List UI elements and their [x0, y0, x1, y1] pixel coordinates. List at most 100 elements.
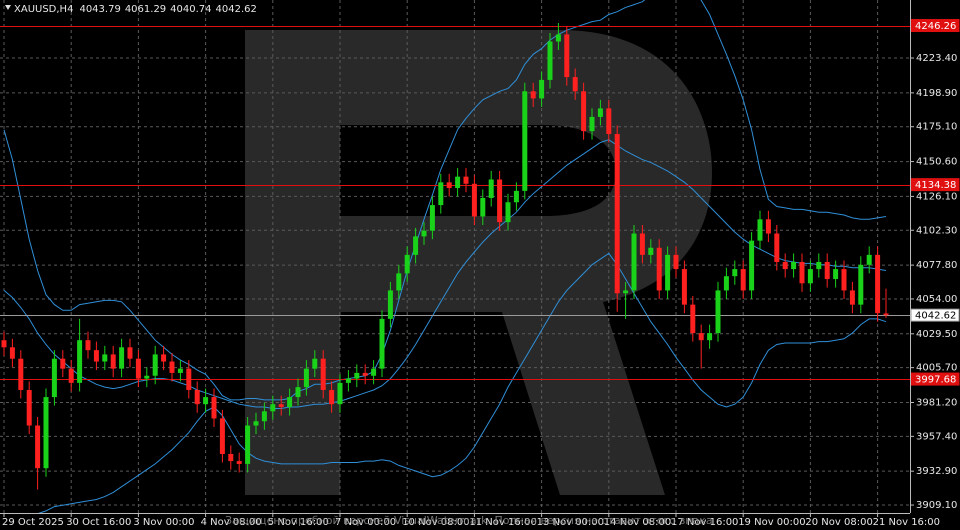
candle-body — [219, 418, 225, 454]
y-tick-label: 3981.20 — [916, 397, 957, 408]
candle-body — [236, 461, 242, 464]
indicator-line — [38, 252, 887, 513]
candle-body — [110, 354, 116, 369]
candle-body — [833, 269, 839, 280]
x-tick-label: 14 Nov 08:00 — [604, 517, 671, 528]
candle-body — [673, 254, 679, 270]
candle-body — [119, 347, 125, 369]
candle-body — [1, 340, 7, 348]
level-label: 4042.62 — [915, 311, 956, 322]
candle-body — [135, 358, 141, 379]
candle-body — [186, 368, 192, 390]
watermark-logo — [245, 30, 712, 495]
candle-body — [152, 354, 158, 376]
symbol-title: XAUUSD,H4 — [14, 4, 73, 15]
candle-body — [429, 205, 435, 231]
candle-body — [102, 354, 108, 362]
candle-body — [656, 247, 662, 291]
candle-body — [211, 397, 217, 419]
level-label: 3997.68 — [915, 375, 956, 386]
candle-body — [866, 254, 872, 265]
y-tick-label: 4126.10 — [916, 191, 957, 202]
y-tick-label: 4175.10 — [916, 122, 957, 133]
x-tick-label: 21 Nov 16:00 — [873, 517, 940, 528]
header-high: 4061.29 — [125, 4, 166, 15]
y-tick-label: 4198.90 — [916, 88, 957, 99]
candle-body — [841, 269, 847, 291]
header-low: 4040.74 — [170, 4, 211, 15]
y-tick-label: 4102.30 — [916, 225, 957, 236]
candle-body — [497, 179, 503, 223]
candle-body — [740, 269, 746, 291]
header-close: 4042.62 — [216, 4, 257, 15]
y-tick-label: 4223.40 — [916, 53, 957, 64]
candle-body — [51, 358, 57, 398]
candle-body — [303, 368, 309, 388]
candle-body — [581, 91, 587, 132]
candle-body — [707, 333, 713, 341]
plot-area — [0, 0, 910, 513]
y-tick-label: 4005.70 — [916, 363, 957, 374]
candle-body — [177, 368, 183, 373]
candle-body — [68, 368, 74, 383]
candle-body — [765, 219, 771, 234]
watermark-text: Защищено пробной версией VisualWatermark… — [225, 514, 713, 527]
candle-body — [60, 358, 66, 369]
candle-body — [530, 91, 536, 99]
candle-body — [505, 202, 511, 223]
x-tick-label: 10 Nov 08:00 — [402, 517, 469, 528]
candle-body — [791, 261, 797, 270]
candle-body — [345, 378, 351, 383]
candle-body — [85, 340, 91, 351]
x-tick-label: 29 Oct 2025 — [2, 517, 64, 528]
candle-body — [564, 34, 570, 78]
candle-body — [93, 350, 99, 362]
candle-body — [320, 358, 326, 390]
candle-body — [522, 91, 528, 191]
header: XAUUSD,H4 4043.79 4061.29 4040.74 4042.62 — [14, 4, 257, 15]
x-tick-label: 13 Nov 00:00 — [537, 517, 604, 528]
candle-body — [539, 79, 545, 99]
candle-body — [26, 389, 32, 426]
candle-body — [816, 261, 822, 270]
level-label: 4246.26 — [915, 21, 956, 32]
candle-body — [488, 179, 494, 198]
candle-body — [337, 382, 343, 405]
x-tick-label: 30 Oct 16:00 — [66, 517, 131, 528]
candle-body — [757, 219, 763, 241]
candle-body — [371, 368, 377, 376]
candle-body — [127, 347, 133, 359]
indicator-line — [3, 0, 887, 401]
candle-body — [253, 421, 259, 426]
candle-body — [379, 318, 385, 369]
x-tick-label: 20 Nov 08:00 — [805, 517, 872, 528]
candle-body — [698, 333, 704, 341]
candle-body — [631, 233, 637, 291]
candle-body — [749, 240, 755, 291]
x-tick-label: 3 Nov 00:00 — [133, 517, 194, 528]
candle-body — [547, 41, 553, 80]
candle-body — [606, 108, 612, 134]
candle-body — [690, 304, 696, 334]
candle-body — [807, 269, 813, 284]
candle-body — [261, 411, 267, 422]
y-tick-label: 4077.80 — [916, 260, 957, 271]
candle-body — [799, 261, 805, 284]
candle-body — [572, 77, 578, 92]
candle-body — [875, 254, 881, 314]
candle-body — [413, 236, 419, 255]
candle-body — [362, 372, 368, 376]
candle-body — [161, 354, 167, 362]
candle-body — [295, 387, 301, 398]
candle-body — [404, 254, 410, 274]
x-tick-label: 7 Nov 00:00 — [335, 517, 396, 528]
candle-body — [144, 375, 150, 379]
x-tick-label: 11 Nov 16:00 — [469, 517, 536, 528]
candle-body — [849, 290, 855, 305]
candle-body — [555, 34, 561, 42]
candle-body — [824, 261, 830, 280]
y-tick-label: 3932.90 — [916, 466, 957, 477]
y-tick-label: 3909.10 — [916, 500, 957, 511]
candle-body — [438, 182, 444, 206]
